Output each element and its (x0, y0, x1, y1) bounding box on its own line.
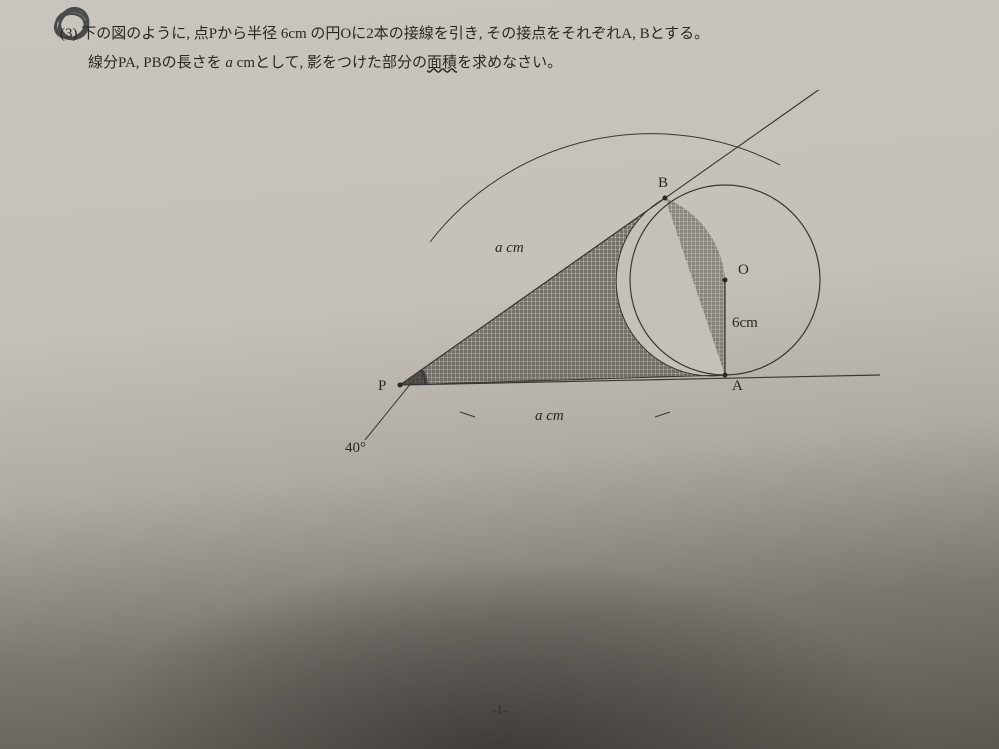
label-b: B (658, 175, 668, 192)
problem-text: (3) 下の図のように, 点Pから半径 6cm の円Oに2本の接線を引き, その… (60, 20, 709, 77)
problem-line2-underline: 面積 (427, 55, 457, 71)
diagram-svg (300, 90, 920, 510)
point-o (723, 278, 728, 283)
label-a-bottom: a cm (535, 408, 564, 425)
label-o: O (738, 262, 749, 279)
angle-pointer (365, 382, 412, 440)
point-b (663, 196, 668, 201)
problem-line1: 下の図のように, 点Pから半径 6cm の円Oに2本の接線を引き, その接点をそ… (81, 26, 709, 42)
problem-line2-pre: 線分PA, PBの長さを (88, 55, 225, 71)
point-p (398, 383, 403, 388)
outer-arc (430, 134, 780, 242)
page-number: -1- (491, 703, 507, 719)
page-background: (3) 下の図のように, 点Pから半径 6cm の円Oに2本の接線を引き, その… (0, 0, 999, 749)
label-angle: 40° (345, 440, 366, 457)
point-a (723, 373, 728, 378)
label-radius: 6cm (732, 315, 758, 332)
label-a: A (732, 378, 743, 395)
problem-line2-var: a (225, 55, 233, 71)
label-a-top: a cm (495, 240, 524, 257)
problem-number: (3) (60, 26, 78, 42)
angle-mark-fill (400, 369, 428, 385)
problem-line2-mid: cmとして, 影をつけた部分の (233, 55, 427, 71)
label-p: P (378, 378, 386, 395)
bottom-measure (460, 412, 670, 417)
problem-line2-post: を求めなさい。 (457, 55, 562, 71)
geometry-diagram: P A B O 6cm a cm a cm 40° (300, 90, 920, 515)
